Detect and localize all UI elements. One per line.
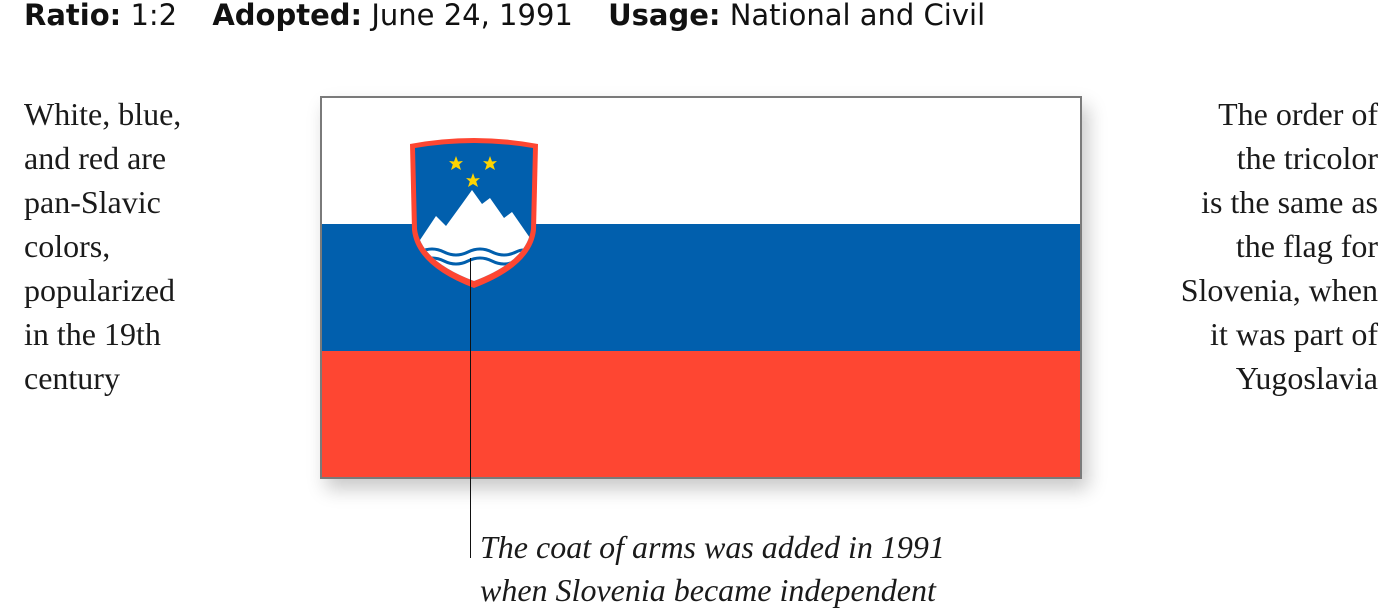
ratio-label: Ratio: — [24, 0, 122, 32]
right-note-line: Yugoslavia — [1235, 360, 1378, 396]
flag-facts-header: Ratio: 1:2 Adopted: June 24, 1991 Usage:… — [24, 0, 1011, 32]
left-note-line: popularized — [24, 272, 176, 308]
usage-field: Usage: National and Civil — [608, 0, 985, 32]
tricolor-order-note: The order of the tricolor is the same as… — [1118, 92, 1378, 400]
left-note-line: White, blue, — [24, 96, 182, 132]
slovenia-flag — [320, 96, 1082, 479]
usage-label: Usage: — [608, 0, 721, 32]
coat-of-arms-caption: The coat of arms was added in 1991 when … — [480, 526, 945, 611]
left-note-line: colors, — [24, 228, 111, 264]
ratio-field: Ratio: 1:2 — [24, 0, 177, 32]
caption-line: when Slovenia became independent — [480, 572, 936, 608]
right-note-line: The order of — [1218, 96, 1378, 132]
flag-red-stripe — [322, 351, 1080, 477]
right-note-line: is the same as — [1201, 184, 1378, 220]
left-note-line: in the 19th — [24, 316, 161, 352]
right-note-line: it was part of — [1210, 316, 1378, 352]
pan-slavic-note: White, blue, and red are pan-Slavic colo… — [24, 92, 284, 400]
adopted-label: Adopted: — [212, 0, 363, 32]
coat-of-arms-icon — [410, 138, 538, 288]
right-note-line: the flag for — [1235, 228, 1378, 264]
adopted-field: Adopted: June 24, 1991 — [212, 0, 573, 32]
caption-line: The coat of arms was added in 1991 — [480, 529, 945, 565]
ratio-value: 1:2 — [130, 0, 178, 32]
usage-value: National and Civil — [729, 0, 986, 32]
right-note-line: the tricolor — [1236, 140, 1378, 176]
adopted-value: June 24, 1991 — [371, 0, 573, 32]
left-note-line: pan-Slavic — [24, 184, 161, 220]
left-note-line: and red are — [24, 140, 167, 176]
coat-of-arms-leader-line — [470, 258, 471, 558]
right-note-line: Slovenia, when — [1180, 272, 1378, 308]
left-note-line: century — [24, 360, 120, 396]
